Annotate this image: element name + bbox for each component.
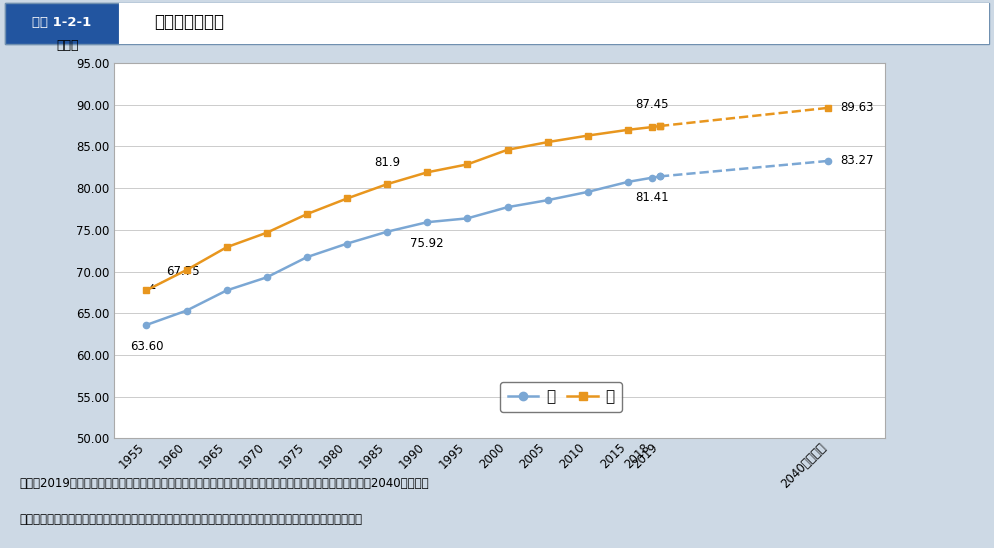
Text: 87.45: 87.45	[635, 98, 669, 111]
Bar	[5, 3, 989, 44]
Text: 社会保障・人口問題研究所「日本の将来推計人口（平成２９年推計）」における出生中位・死亡中位推計。: 社会保障・人口問題研究所「日本の将来推計人口（平成２９年推計）」における出生中位…	[20, 513, 363, 527]
Text: 資料：2019年までは厂生労働省政策統括官付参事官付人口動態・保健社会統計室「令和元年簡易生命表」、2040年は国立: 資料：2019年までは厂生労働省政策統括官付参事官付人口動態・保健社会統計室「令…	[20, 477, 429, 490]
Text: 平均寿命の推移: 平均寿命の推移	[154, 13, 224, 31]
Bar	[119, 3, 989, 44]
Text: 67.75: 67.75	[150, 265, 200, 288]
Text: 75.92: 75.92	[411, 237, 444, 250]
Text: （年）: （年）	[57, 39, 80, 52]
Bar	[5, 3, 119, 44]
Legend: 男, 女: 男, 女	[500, 382, 622, 412]
Text: 81.41: 81.41	[635, 191, 669, 204]
Text: 89.63: 89.63	[841, 101, 874, 115]
Text: 63.60: 63.60	[129, 340, 163, 353]
Text: 図表 1-2-1: 図表 1-2-1	[32, 16, 91, 29]
Text: 83.27: 83.27	[841, 155, 874, 167]
Text: 81.9: 81.9	[374, 156, 401, 169]
